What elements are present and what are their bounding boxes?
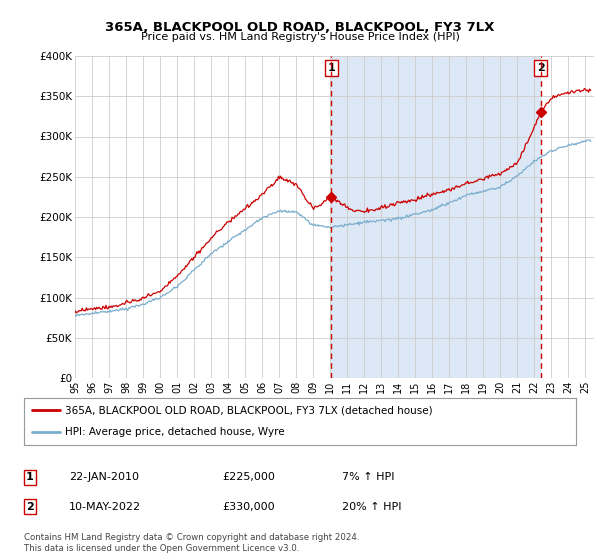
Text: 2: 2: [537, 63, 545, 73]
Text: 1: 1: [328, 63, 335, 73]
Text: 20% ↑ HPI: 20% ↑ HPI: [342, 502, 401, 512]
Text: 1: 1: [26, 472, 34, 482]
Text: 22-JAN-2010: 22-JAN-2010: [69, 472, 139, 482]
Text: 365A, BLACKPOOL OLD ROAD, BLACKPOOL, FY3 7LX (detached house): 365A, BLACKPOOL OLD ROAD, BLACKPOOL, FY3…: [65, 405, 433, 416]
Text: 7% ↑ HPI: 7% ↑ HPI: [342, 472, 395, 482]
Text: 365A, BLACKPOOL OLD ROAD, BLACKPOOL, FY3 7LX: 365A, BLACKPOOL OLD ROAD, BLACKPOOL, FY3…: [106, 21, 494, 34]
Text: 10-MAY-2022: 10-MAY-2022: [69, 502, 141, 512]
Text: £225,000: £225,000: [222, 472, 275, 482]
Text: 2: 2: [26, 502, 34, 512]
Text: HPI: Average price, detached house, Wyre: HPI: Average price, detached house, Wyre: [65, 427, 285, 437]
Text: Price paid vs. HM Land Registry's House Price Index (HPI): Price paid vs. HM Land Registry's House …: [140, 32, 460, 43]
Text: £330,000: £330,000: [222, 502, 275, 512]
Text: Contains HM Land Registry data © Crown copyright and database right 2024.
This d: Contains HM Land Registry data © Crown c…: [24, 533, 359, 553]
Bar: [331, 56, 541, 378]
